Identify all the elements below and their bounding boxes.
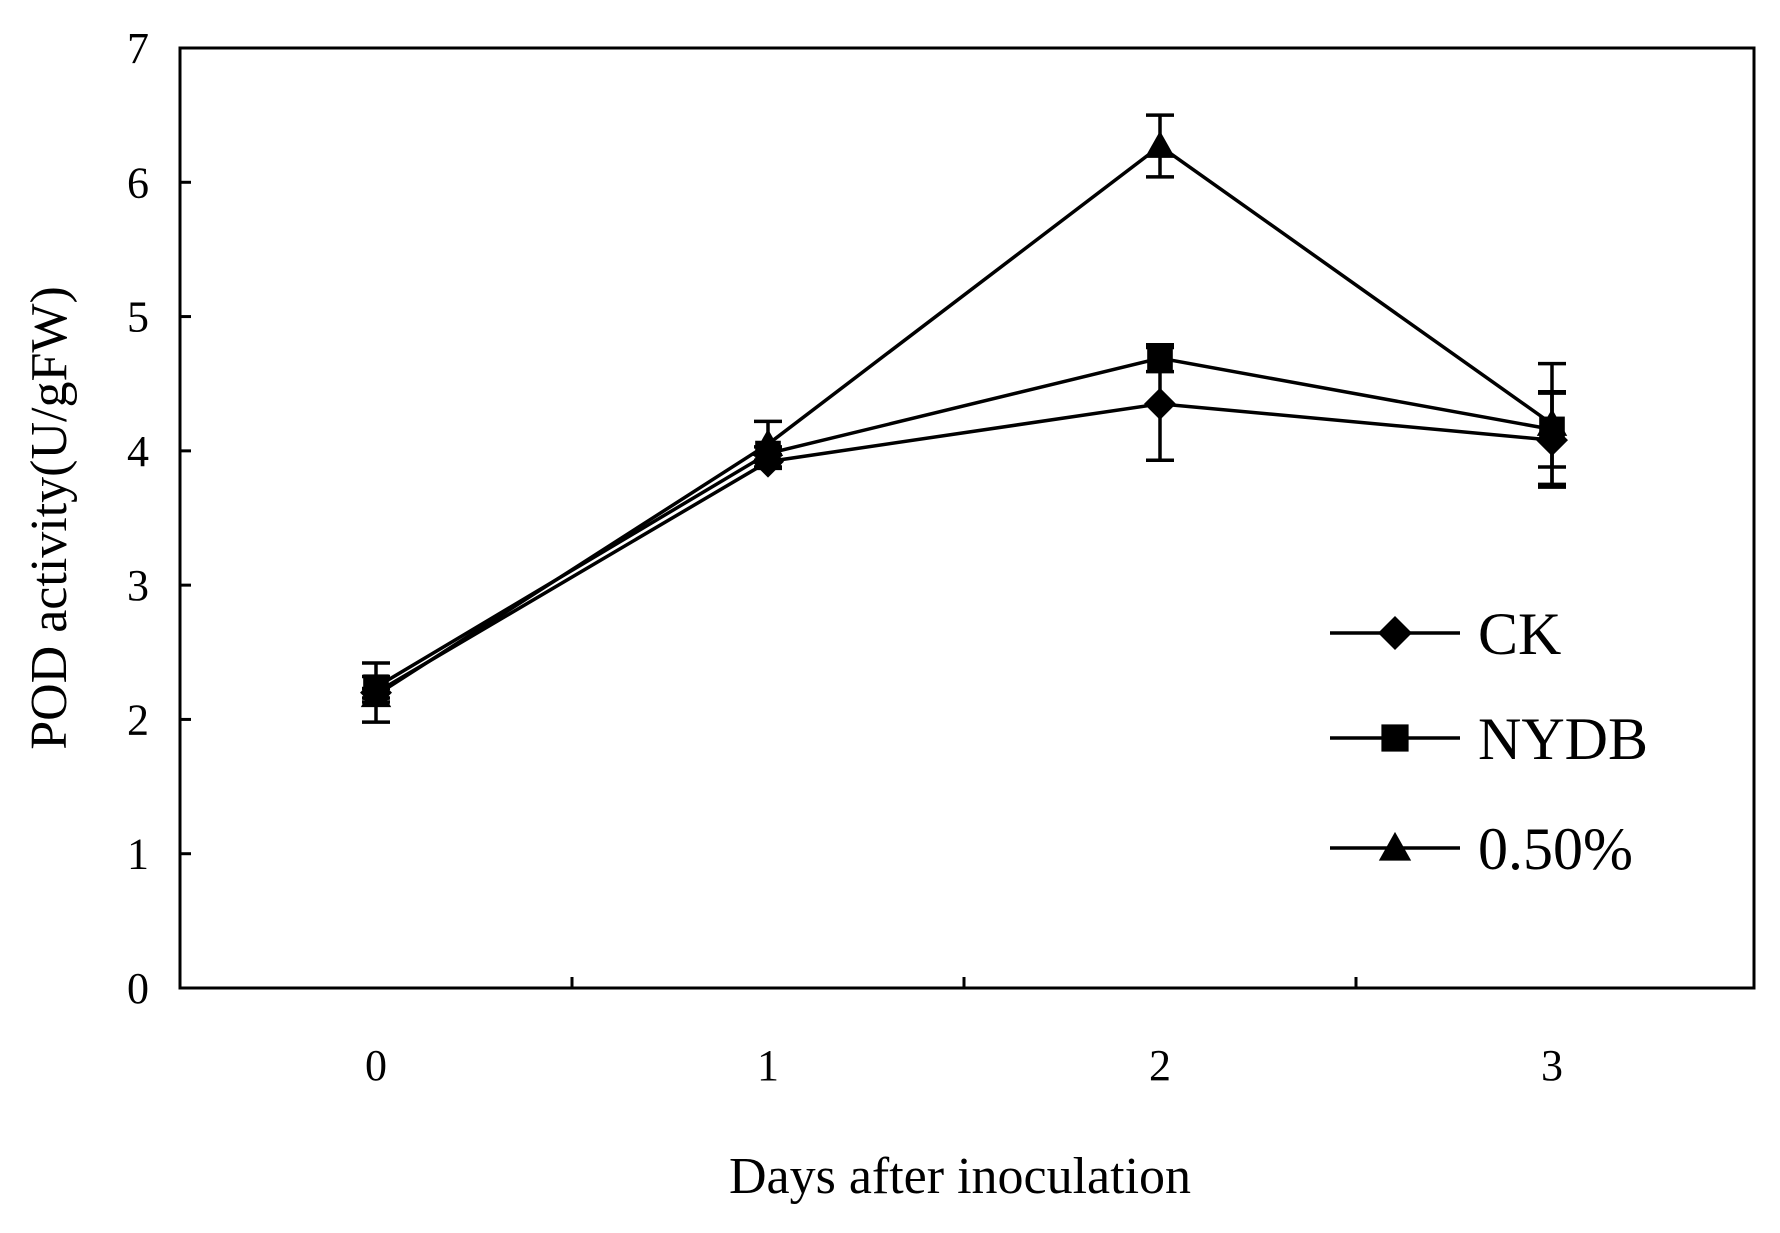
data-point bbox=[1144, 130, 1176, 158]
y-tick-label: 6 bbox=[127, 158, 149, 207]
x-tick-label: 0 bbox=[365, 1041, 387, 1090]
y-tick-label: 3 bbox=[127, 561, 149, 610]
series-layer bbox=[360, 113, 1568, 724]
data-point bbox=[1144, 387, 1176, 420]
legend-label: NYDB bbox=[1478, 706, 1648, 772]
y-tick-label: 5 bbox=[127, 293, 149, 342]
series-line bbox=[375, 143, 1554, 697]
legend-item: CK bbox=[1330, 601, 1561, 667]
plot-area-frame bbox=[178, 46, 1756, 990]
data-point bbox=[752, 428, 784, 456]
data-point bbox=[360, 680, 392, 708]
y-tick-label: 1 bbox=[127, 830, 149, 879]
x-tick-label: 1 bbox=[757, 1041, 779, 1090]
series-ck bbox=[360, 345, 1568, 724]
y-tick-label: 7 bbox=[127, 24, 149, 73]
legend-marker bbox=[1378, 831, 1412, 861]
series-0-50- bbox=[360, 113, 1568, 708]
series-line bbox=[375, 402, 1553, 695]
series-nydb bbox=[362, 343, 1566, 700]
x-axis-ticks: 0 1 2 3 bbox=[365, 977, 1563, 1090]
data-point bbox=[1147, 345, 1173, 371]
x-axis-label: Days after inoculation bbox=[729, 1148, 1191, 1205]
y-axis-ticks: 0 1 2 3 4 5 6 7 bbox=[127, 24, 191, 1013]
data-point bbox=[1536, 408, 1568, 436]
legend: CK NYDB 0.50% bbox=[1330, 601, 1648, 882]
legend-marker bbox=[1381, 724, 1409, 752]
y-tick-label: 0 bbox=[127, 964, 149, 1013]
legend-marker bbox=[1378, 616, 1412, 650]
x-tick-label: 3 bbox=[1541, 1041, 1563, 1090]
y-tick-label: 4 bbox=[127, 427, 149, 476]
legend-label: 0.50% bbox=[1478, 816, 1633, 882]
x-tick-label: 2 bbox=[1149, 1041, 1171, 1090]
legend-item: 0.50% bbox=[1330, 816, 1633, 882]
y-axis-label: POD activity(U/gFW) bbox=[21, 286, 78, 750]
y-tick-label: 2 bbox=[127, 695, 149, 744]
series-line bbox=[375, 356, 1553, 689]
legend-item: NYDB bbox=[1330, 706, 1648, 772]
legend-label: CK bbox=[1478, 601, 1561, 667]
